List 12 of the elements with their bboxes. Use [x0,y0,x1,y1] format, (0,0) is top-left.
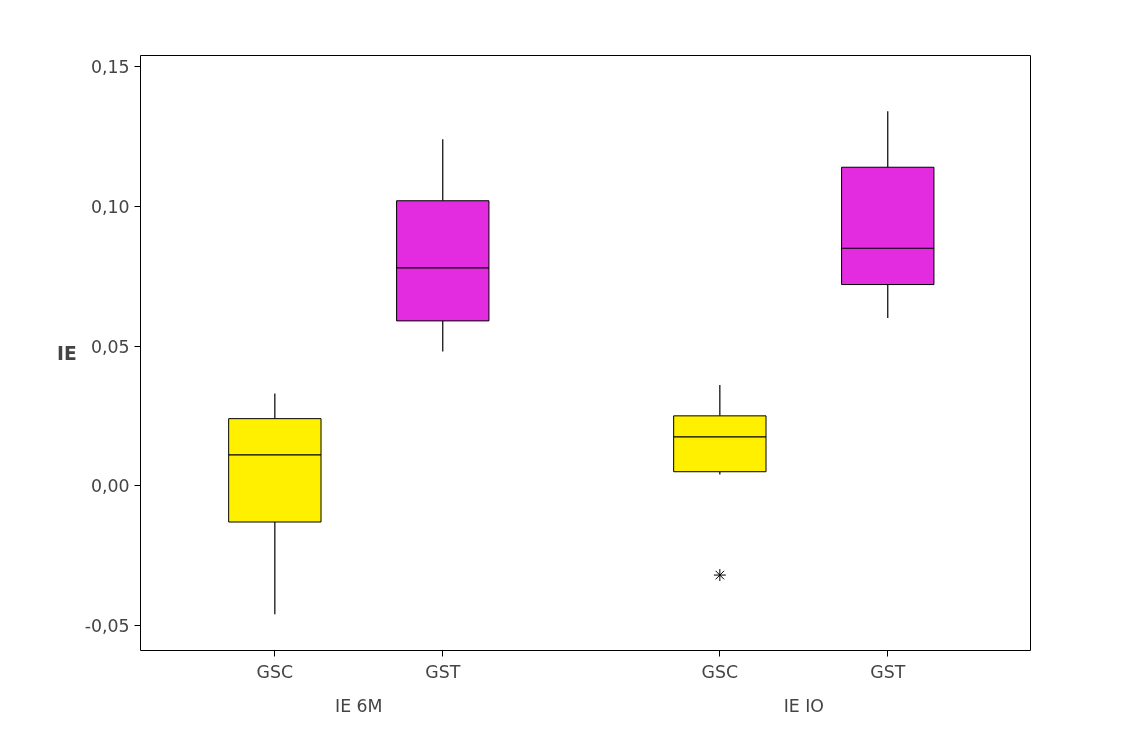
y-tick-label: 0,00 [90,476,130,497]
x-tick-label: GST [425,661,461,682]
y-axis-title: IE [56,342,77,364]
text: IE IO [783,695,824,716]
x-tick-label: GSC [701,661,739,682]
text: IE 6M [335,695,383,716]
x-tick-label: GST [870,661,906,682]
y-tick-label: 0,10 [90,196,130,217]
y-tick-label: 0,15 [90,57,130,78]
y-tick-label: 0,05 [90,336,130,357]
y-tick-label: -0,05 [84,615,130,636]
x-tick-label: GSC [256,661,294,682]
